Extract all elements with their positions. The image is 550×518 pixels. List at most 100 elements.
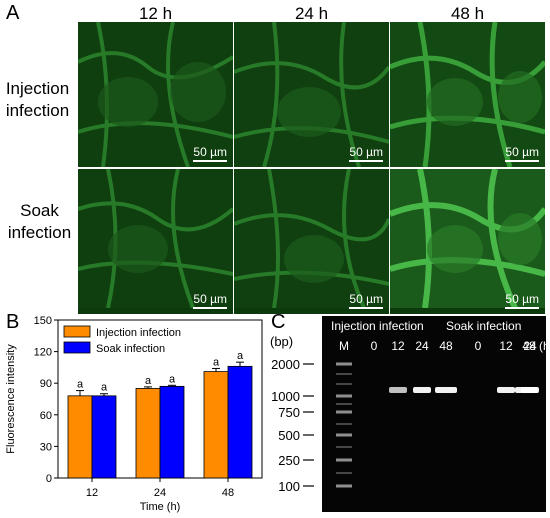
time-label-48h: 48 h — [450, 4, 485, 23]
lane-label-4: 48 — [439, 339, 453, 353]
significance-label-0-2: a — [213, 356, 220, 368]
marker-size-100: 100 — [278, 479, 300, 494]
group-label-soak: Soak infection — [446, 319, 521, 333]
lane-label-7: 24 — [523, 339, 537, 353]
y-tick-label-1: 30 — [40, 441, 52, 453]
scale-bar: 50 µm — [349, 145, 383, 162]
bar-soak-48 — [227, 365, 253, 479]
pcr-band-2 — [435, 387, 457, 393]
pcr-band-1 — [413, 387, 431, 393]
marker-size-1000: 1000 — [271, 389, 300, 404]
lane-label-8: 48 (h) — [522, 339, 550, 353]
panel-c-letter: C — [271, 311, 286, 333]
gel-background — [322, 316, 546, 512]
row-label-soak-line2: infection — [7, 223, 72, 242]
pcr-band-5 — [515, 387, 537, 393]
ladder-band-100 — [336, 484, 352, 488]
micrograph-image — [390, 169, 545, 310]
scale-bar-line — [505, 307, 539, 309]
y-tick-label-2: 60 — [40, 410, 52, 422]
pcr-band-3 — [497, 387, 515, 393]
scale-bar-label: 50 µm — [193, 145, 227, 159]
panel-b-letter: B — [6, 311, 20, 333]
x-tick-label-0: 12 — [86, 487, 98, 499]
pcr-band-0 — [389, 387, 407, 393]
scale-bar-label: 50 µm — [505, 145, 539, 159]
ladder-band-faint-1 — [336, 383, 352, 385]
scale-bar: 50 µm — [193, 292, 227, 309]
row-label-injection-line1: Injection — [5, 79, 70, 98]
scale-bar: 50 µm — [193, 145, 227, 162]
panel-a-letter: A — [6, 2, 20, 24]
scale-bar-line — [193, 307, 227, 309]
y-tick-label-5: 150 — [34, 315, 52, 327]
lane-label-2: 12 — [391, 339, 405, 353]
ladder-band-faint-0 — [336, 373, 352, 375]
micrograph-image — [78, 22, 233, 167]
lane-label-3: 24 — [415, 339, 429, 353]
bar-injection-24 — [135, 388, 161, 479]
legend-swatch-0 — [63, 325, 91, 338]
bar-injection-12 — [67, 395, 93, 479]
bar-soak-12 — [91, 395, 117, 479]
ladder-band-faint-4 — [336, 446, 352, 448]
significance-label-0-1: a — [145, 375, 152, 387]
time-label-12h: 12 h — [138, 4, 173, 23]
y-tick-label-4: 120 — [34, 347, 52, 359]
ladder-band-faint-3 — [336, 423, 352, 425]
bar-soak-24 — [159, 385, 185, 479]
lane-label-6: 12 — [499, 339, 513, 353]
row-label-soak: Soak infection — [2, 200, 77, 244]
lane-label-0: M — [339, 339, 349, 353]
y-axis-label: Fluorescence intensity — [5, 344, 17, 454]
ladder-band-1000 — [336, 394, 352, 398]
marker-size-500: 500 — [278, 428, 300, 443]
lane-label-1: 0 — [371, 339, 378, 353]
scale-bar-line — [193, 160, 227, 162]
bar-chart: 0 30 60 90 120 150 Fluorescence intensity Time … — [5, 315, 263, 513]
scale-bar-label: 50 µm — [349, 145, 383, 159]
legend-swatch-1 — [63, 341, 91, 354]
ladder-band-2000 — [336, 362, 352, 366]
micrograph-image — [78, 169, 233, 309]
scale-bar-line — [505, 160, 539, 162]
scale-bar-label: 50 µm — [193, 292, 227, 306]
micrograph-soak-12h: 50 µm — [78, 169, 233, 314]
bar-injection-48 — [203, 371, 229, 479]
legend-label-0: Injection infection — [96, 327, 181, 339]
micrograph-injection-24h: 50 µm — [234, 22, 389, 167]
group-label-injection: Injection infection — [331, 319, 424, 333]
y-tick-label-3: 90 — [40, 378, 52, 390]
row-label-soak-line1: Soak — [20, 201, 59, 220]
significance-label-0-0: a — [77, 379, 84, 391]
scale-bar-line — [349, 160, 383, 162]
ladder-band-500 — [336, 433, 352, 437]
significance-label-1-2: a — [237, 350, 244, 362]
ladder-band-faint-2 — [336, 403, 352, 405]
significance-label-1-1: a — [169, 373, 176, 385]
scale-bar-label: 50 µm — [349, 292, 383, 306]
micrograph-injection-48h: 50 µm — [390, 22, 545, 167]
micrograph-injection-12h: 50 µm — [78, 22, 233, 167]
marker-size-250: 250 — [278, 453, 300, 468]
ladder-band-faint-5 — [336, 472, 352, 474]
scale-bar-line — [349, 307, 383, 309]
x-tick-label-1: 24 — [154, 487, 166, 499]
scale-bar-label: 50 µm — [505, 292, 539, 306]
marker-size-2000: 2000 — [271, 357, 300, 372]
x-axis-label: Time (h) — [140, 501, 181, 513]
y-tick-label-0: 0 — [46, 473, 52, 485]
micrograph-soak-24h: 50 µm — [234, 169, 389, 314]
ladder-band-750 — [336, 410, 352, 414]
row-label-injection-line2: infection — [5, 101, 70, 120]
micrograph-image — [234, 169, 389, 309]
scale-bar: 50 µm — [505, 292, 539, 309]
time-label-24h: 24 h — [294, 4, 329, 23]
significance-label-1-0: a — [101, 382, 108, 394]
bp-unit-label: (bp) — [270, 334, 293, 349]
row-label-injection: Injection infection — [0, 78, 75, 122]
micrograph-image — [390, 22, 545, 167]
micrograph-soak-48h: 50 µm — [390, 169, 545, 314]
lane-label-5: 0 — [475, 339, 482, 353]
